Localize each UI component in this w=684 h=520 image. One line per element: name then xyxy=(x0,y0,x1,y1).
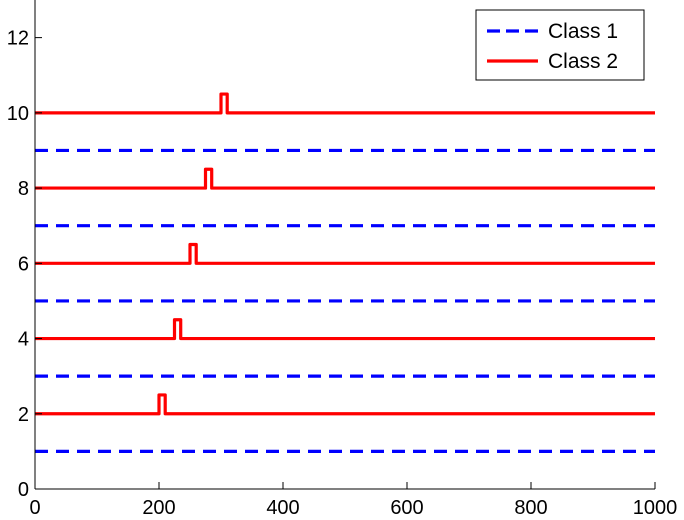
x-tick-label: 0 xyxy=(29,497,40,519)
y-tick-label: 12 xyxy=(7,28,29,50)
class2-series-line-1 xyxy=(35,393,655,416)
y-tick-label: 4 xyxy=(18,329,29,351)
legend-box xyxy=(475,9,645,81)
x-tick-label: 400 xyxy=(266,497,299,519)
axes-layer: 0 200 400 600 800 1000 0 2 4 6 8 10 12 xyxy=(7,0,678,519)
y-tick-label: 2 xyxy=(18,404,29,426)
x-tick-label: 200 xyxy=(142,497,175,519)
y-tick-label: 0 xyxy=(18,479,29,501)
x-tick-label: 1000 xyxy=(633,497,678,519)
legend-label-1: Class 1 xyxy=(548,20,618,43)
y-tick-label: 8 xyxy=(18,178,29,200)
x-tick-label: 600 xyxy=(390,497,423,519)
y-tick-label: 10 xyxy=(7,103,29,125)
class2-series-line-3 xyxy=(35,318,655,341)
x-tick-label: 800 xyxy=(514,497,547,519)
series-layer xyxy=(35,92,655,453)
class2-series-line-7 xyxy=(35,167,655,190)
y-tick-label: 6 xyxy=(18,253,29,275)
legend-label-2: Class 2 xyxy=(548,50,618,73)
legend: Class 1 Class 2 xyxy=(475,9,645,81)
class2-series-line-9 xyxy=(35,92,655,115)
class2-series-line-5 xyxy=(35,242,655,265)
